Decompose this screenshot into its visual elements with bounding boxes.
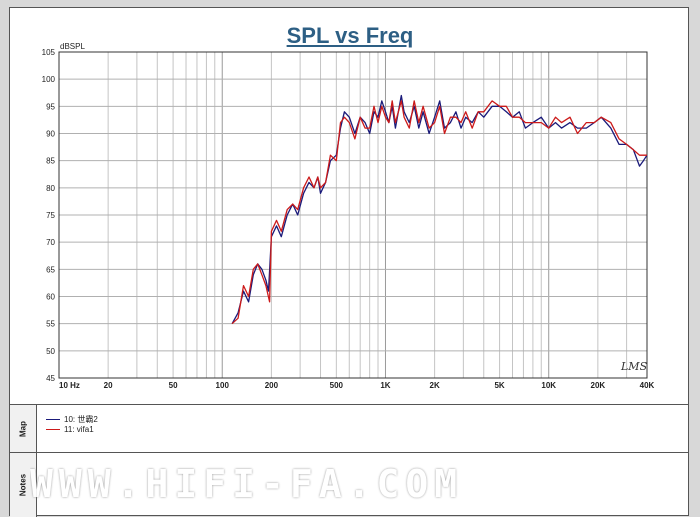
y-tick-label: 100 — [42, 75, 56, 84]
notes-label: Notes — [18, 473, 28, 497]
y-tick-label: 60 — [46, 293, 55, 302]
y-axis-label: dBSPL — [60, 42, 85, 51]
x-tick-label: 100 — [216, 381, 230, 390]
x-tick-label: 1K — [380, 381, 390, 390]
watermark: WWW.HIFI-FA.COM — [30, 462, 464, 506]
x-tick-label: 2K — [430, 381, 440, 390]
y-tick-label: 55 — [46, 320, 55, 329]
legend-swatch-series-1 — [46, 418, 60, 420]
map-label: Map — [18, 420, 28, 437]
series-line-1 — [231, 94, 648, 325]
legend-item-series-2: 11: vifa1 — [46, 424, 98, 434]
x-tick-label: 50 — [169, 381, 178, 390]
y-tick-label: 90 — [46, 130, 55, 139]
y-tick-label: 75 — [46, 211, 55, 220]
plot-border — [58, 51, 648, 379]
legend: 10: 世霸2 11: vifa1 — [46, 414, 98, 434]
legend-label-series-1: 10: 世霸2 — [64, 414, 98, 424]
x-tick-label: 10 Hz — [59, 381, 80, 390]
x-tick-label: 40K — [640, 381, 655, 390]
x-tick-label: 20 — [104, 381, 113, 390]
y-tick-label: 105 — [42, 48, 56, 57]
x-tick-label: 200 — [265, 381, 279, 390]
x-tick-label: 20K — [591, 381, 606, 390]
y-tick-label: 80 — [46, 184, 55, 193]
y-tick-label: 65 — [46, 265, 55, 274]
panel-divider-bottom — [10, 452, 688, 453]
y-tick-label: 50 — [46, 347, 55, 356]
legend-item-series-1: 10: 世霸2 — [46, 414, 98, 424]
lms-logo: LMS — [620, 360, 648, 373]
panel-divider-top — [10, 404, 688, 405]
x-tick-label: 10K — [541, 381, 556, 390]
legend-label-series-2: 11: vifa1 — [64, 424, 94, 434]
x-tick-label: 5K — [494, 381, 504, 390]
spl-chart: 45 50 55 60 65 70 75 80 85 90 95 100 105 dBSPL 10 Hz 20… — [42, 42, 655, 390]
y-tick-label: 85 — [46, 157, 55, 166]
legend-swatch-series-2 — [46, 428, 60, 430]
y-tick-label: 95 — [46, 102, 55, 111]
x-tick-label: 500 — [330, 381, 344, 390]
y-tick-label: 70 — [46, 238, 55, 247]
y-tick-label: 45 — [46, 374, 55, 383]
notes-tab[interactable]: Notes — [10, 453, 37, 517]
chart-title: SPL vs Freq — [286, 23, 414, 48]
series-line-2 — [231, 100, 647, 325]
map-tab[interactable]: Map — [10, 405, 37, 452]
chart-frame: SPL vs Freq 45 50 55 60 65 70 75 80 85 90 95 100 105… — [9, 7, 689, 517]
